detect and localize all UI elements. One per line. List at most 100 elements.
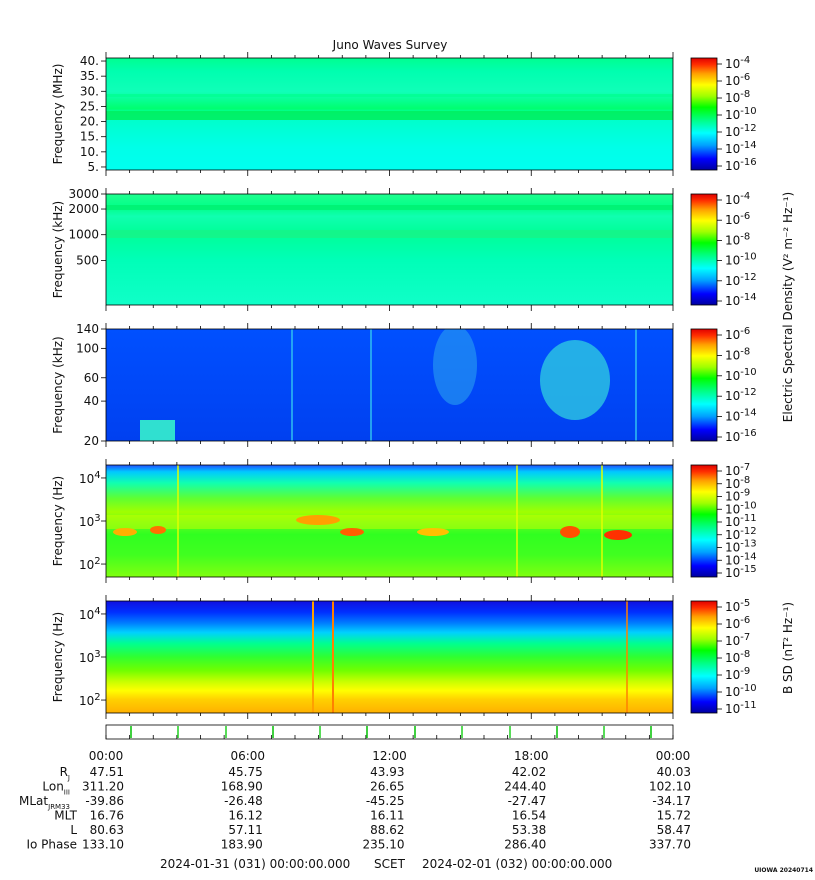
colorbar-tick-label: 10-14	[725, 140, 757, 156]
band-1khz	[106, 515, 673, 529]
ephemeris-value: 80.63	[90, 823, 124, 837]
colorbar-2	[690, 193, 718, 306]
colorbar-tick-label: 10-7	[725, 632, 750, 648]
ephemeris-value: 58.47	[657, 823, 691, 837]
colorbar-tick-label: 10-16	[725, 428, 757, 444]
ephemeris-value: 15.72	[657, 809, 691, 823]
colorbar-tick-label: 10-15	[725, 564, 757, 580]
colorbar-tick-label: 10-9	[725, 666, 750, 682]
footer-start: 2024-01-31 (031) 00:00:00.000	[160, 857, 350, 871]
hot-spot-6	[604, 530, 632, 540]
colorbar-tick-label: 10-12	[725, 526, 757, 542]
colorbar-tick-label: 10-8	[725, 649, 750, 665]
ephemeris-value: 244.40	[504, 780, 546, 794]
y-axis-label: Frequency (Hz)	[51, 612, 65, 703]
ephemeris-value: -34.17	[652, 794, 691, 808]
ephemeris-value: 102.10	[649, 780, 691, 794]
colorbar-tick-label: 10-16	[725, 157, 757, 173]
panel-5	[106, 601, 673, 713]
hot-spot-5	[560, 526, 580, 538]
emission-cloud-evening	[540, 340, 610, 420]
y-axis-label: Frequency (kHz)	[51, 336, 65, 433]
y-tick-label: 2000	[68, 202, 99, 216]
ephemeris-value: 133.10	[82, 838, 124, 852]
colorbar-tick-label: 10-10	[725, 252, 757, 268]
colorbar-tick-label: 10-12	[725, 123, 757, 139]
panel-1	[106, 58, 673, 170]
emission-patch-early	[140, 420, 175, 441]
ephemeris-value: 88.62	[370, 823, 404, 837]
colorbar-tick-label: 10-10	[725, 106, 757, 122]
ephemeris-row-label: Io Phase	[26, 838, 77, 852]
y-tick-label: 140	[76, 322, 99, 336]
colorbar-tick-label: 10-6	[725, 615, 750, 631]
colorbar-tick-label: 10-6	[725, 211, 750, 227]
hot-spot-2	[150, 526, 166, 534]
y-tick-label: 35.	[80, 69, 99, 83]
y-axis-label: Frequency (kHz)	[51, 201, 65, 298]
colorbar-tick-label: 10-12	[725, 272, 757, 288]
ephemeris-value: 57.11	[228, 823, 262, 837]
panel-2	[106, 194, 673, 305]
ephemeris-value: 183.90	[221, 838, 263, 852]
colorbar-tick-label: 10-8	[725, 475, 750, 491]
colorbar-tick-label: 10-4	[725, 55, 750, 71]
ephemeris-row-label: MLT	[54, 809, 77, 823]
ephemeris-value: 235.10	[363, 838, 405, 852]
colorbar-tick-label: 10-8	[725, 89, 750, 105]
ephemeris-value: -26.48	[224, 794, 263, 808]
ephemeris-value: 43.93	[370, 765, 404, 779]
y-tick-label: 104	[79, 606, 101, 622]
hot-spot-4	[340, 528, 364, 536]
colorbar-tick-label: 10-7	[725, 462, 750, 478]
time-label: 00:00	[89, 749, 124, 763]
colorbar-tick-label: 10-14	[725, 551, 757, 567]
hot-spot-3	[296, 515, 340, 525]
y-tick-label: 104	[79, 470, 101, 486]
ephemeris-value: 47.51	[90, 765, 124, 779]
y-tick-label: 60	[84, 371, 99, 385]
colorbar-tick-label: 10-8	[725, 231, 750, 247]
ephemeris-value: 286.40	[504, 838, 546, 852]
colorbar-5	[690, 600, 718, 714]
emission-band-28mhz	[106, 94, 673, 97]
y-tick-label: 10.	[80, 145, 99, 159]
time-label: 18:00	[514, 749, 549, 763]
y-tick-label: 5.	[88, 160, 99, 174]
colorbar-tick-label: 10-14	[725, 408, 757, 424]
ephemeris-value: 16.12	[228, 809, 262, 823]
colorbar-tick-label: 10-10	[725, 500, 757, 516]
footer-stamp: UIOWA 20240714	[754, 867, 813, 874]
ephemeris-value: 53.38	[512, 823, 546, 837]
footer-end: 2024-02-01 (032) 00:00:00.000	[422, 857, 612, 871]
y-tick-label: 20.	[80, 115, 99, 129]
ephemeris-value: 45.75	[228, 765, 262, 779]
ephemeris-value: 168.90	[221, 780, 263, 794]
colorbar-label-b: B SD (nT² Hz⁻¹)	[781, 602, 795, 694]
ephemeris-value: 16.76	[90, 809, 124, 823]
y-tick-label: 20	[84, 434, 99, 448]
ephemeris-value: -27.47	[508, 794, 547, 808]
emission-band-20mhz	[106, 111, 673, 120]
y-tick-label: 102	[79, 692, 101, 708]
colorbar-label-e: Electric Spectral Density (V² m⁻² Hz⁻¹)	[781, 192, 795, 422]
hot-spot-1	[113, 528, 137, 536]
colorbar-tick-label: 10-10	[725, 683, 757, 699]
y-tick-label: 500	[76, 253, 99, 267]
time-label: 12:00	[372, 749, 407, 763]
ephemeris-value: 337.70	[649, 838, 691, 852]
y-axis-label: Frequency (Hz)	[51, 476, 65, 567]
colorbar-tick-label: 10-13	[725, 539, 757, 555]
colorbar-3	[690, 328, 718, 442]
y-tick-label: 40.	[80, 54, 99, 68]
colorbar-tick-label: 10-6	[725, 326, 750, 342]
time-label: 00:00	[656, 749, 691, 763]
panel-4	[106, 465, 673, 577]
y-tick-label: 1000	[68, 228, 99, 242]
colorbar-tick-label: 10-10	[725, 367, 757, 383]
y-tick-label: 30.	[80, 84, 99, 98]
ephemeris-value: 16.54	[512, 809, 546, 823]
ephemeris-value: 40.03	[657, 765, 691, 779]
